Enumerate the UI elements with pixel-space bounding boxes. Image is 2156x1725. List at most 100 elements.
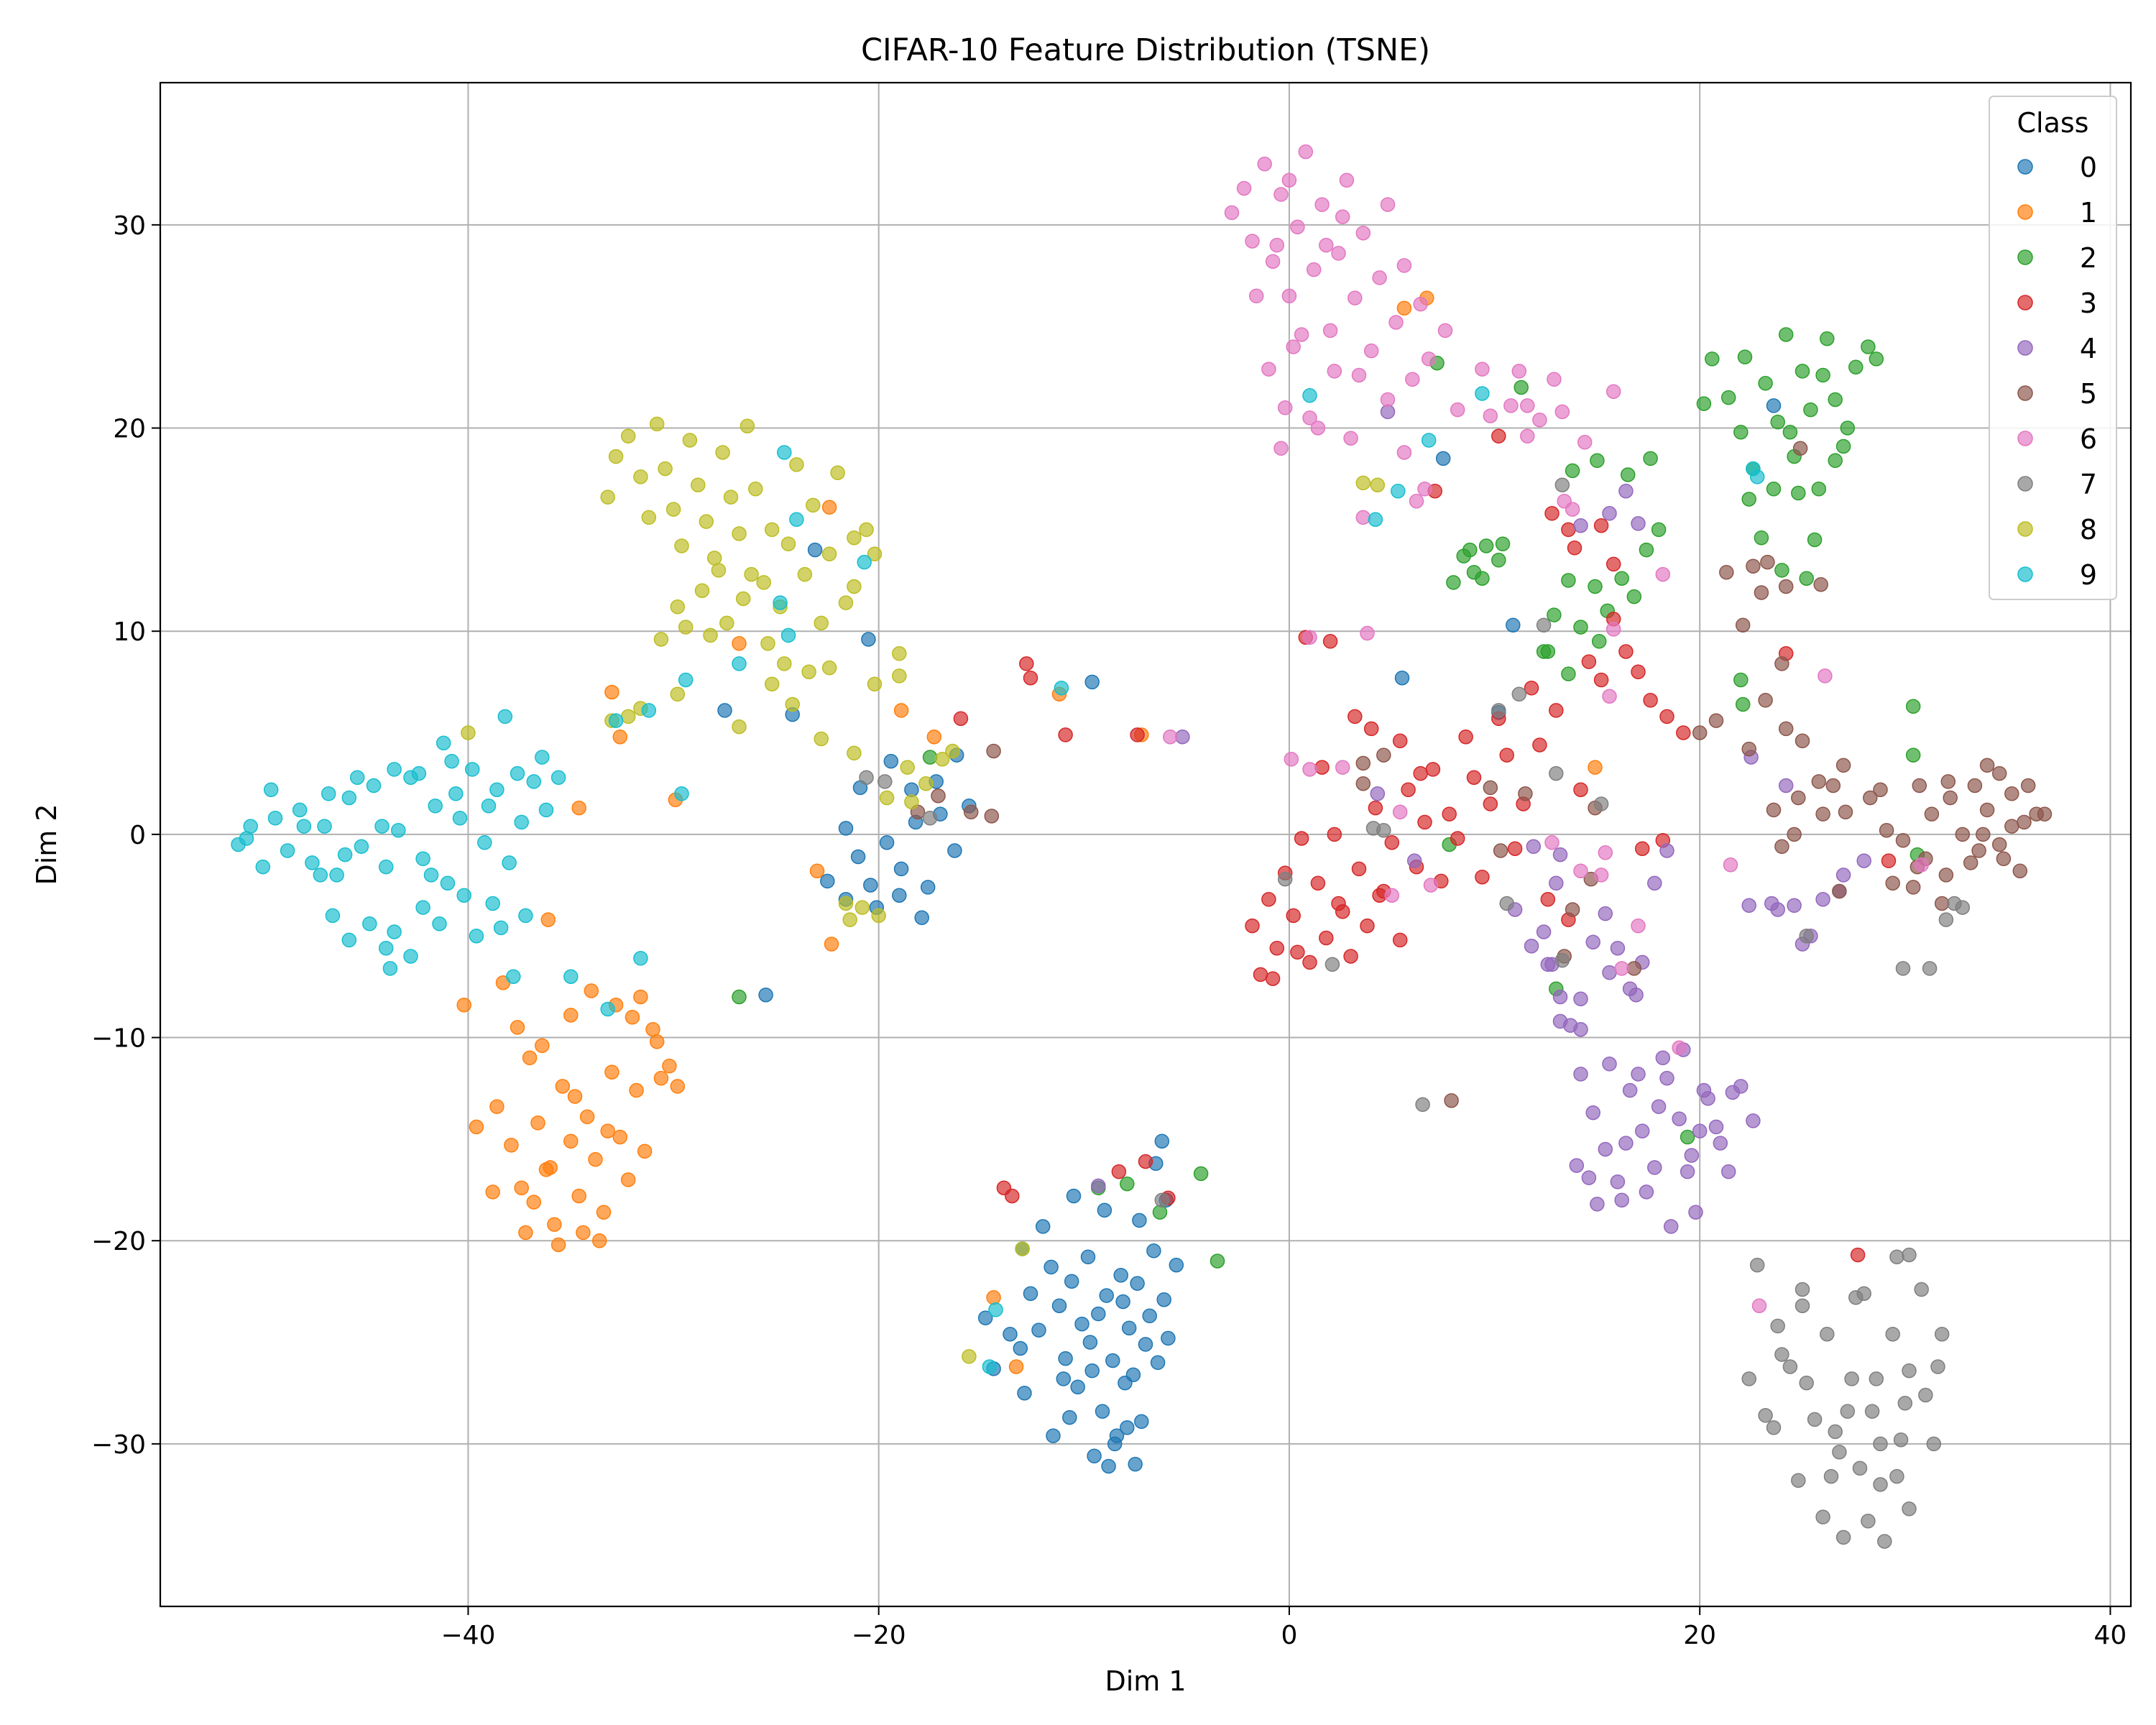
- data-point: [732, 635, 747, 651]
- data-point: [1573, 1021, 1588, 1037]
- data-point: [780, 627, 796, 643]
- data-point: [1437, 323, 1453, 339]
- data-point: [1741, 741, 1756, 757]
- data-point: [1774, 563, 1789, 578]
- data-point: [1581, 654, 1597, 669]
- data-point: [877, 774, 893, 789]
- data-point: [711, 563, 727, 578]
- data-point: [1413, 765, 1428, 781]
- data-point: [1832, 883, 1847, 899]
- data-point: [1547, 607, 1562, 622]
- data-point: [1331, 246, 1346, 261]
- data-point: [263, 782, 279, 797]
- data-point: [317, 819, 332, 834]
- data-point: [633, 469, 648, 484]
- data-point: [1466, 770, 1482, 785]
- data-point: [789, 457, 804, 472]
- data-point: [1735, 696, 1751, 712]
- data-point: [1561, 573, 1576, 588]
- data-point: [1154, 1133, 1170, 1149]
- data-point: [1791, 485, 1806, 501]
- data-point: [1355, 475, 1371, 491]
- data-point: [760, 635, 775, 651]
- data-point: [719, 615, 734, 631]
- data-point: [1590, 453, 1605, 469]
- data-point: [362, 916, 377, 932]
- data-point: [526, 1195, 542, 1210]
- data-point: [563, 1133, 579, 1149]
- data-point: [1319, 237, 1334, 253]
- legend-label-9: 9: [2080, 559, 2097, 591]
- data-point: [1526, 839, 1542, 855]
- data-point: [1348, 709, 1363, 724]
- data-point: [1700, 1091, 1715, 1106]
- data-point: [1396, 445, 1412, 460]
- data-point: [1054, 681, 1069, 696]
- data-point: [535, 1038, 550, 1054]
- data-point: [1532, 737, 1547, 753]
- data-point: [691, 477, 706, 492]
- data-point: [1561, 522, 1576, 538]
- data-point: [1905, 880, 1921, 895]
- data-point: [1360, 918, 1375, 934]
- data-point: [378, 859, 394, 875]
- data-point: [1392, 932, 1408, 948]
- data-point: [892, 668, 907, 684]
- data-point: [1314, 760, 1330, 775]
- data-point: [1193, 1166, 1209, 1182]
- data-point: [1450, 402, 1465, 418]
- data-point: [653, 632, 669, 647]
- data-point: [892, 888, 907, 903]
- y-tick-label: −10: [91, 1024, 146, 1054]
- legend-label-5: 5: [2080, 378, 2097, 410]
- data-point: [518, 1225, 533, 1241]
- data-point: [699, 514, 714, 529]
- data-point: [1593, 868, 1609, 883]
- data-point: [1565, 463, 1580, 479]
- data-point: [1807, 532, 1823, 548]
- data-point: [1138, 1154, 1153, 1169]
- data-point: [1483, 780, 1498, 796]
- data-point: [674, 786, 689, 801]
- data-point: [1774, 656, 1789, 671]
- data-point: [1302, 388, 1317, 403]
- data-point: [820, 873, 835, 889]
- data-point: [1138, 1337, 1153, 1352]
- data-point: [321, 786, 336, 801]
- data-point: [1111, 1164, 1127, 1179]
- data-point: [403, 949, 418, 964]
- data-point: [740, 418, 755, 433]
- x-axis-label: Dim 1: [1105, 1665, 1186, 1697]
- data-point: [243, 819, 258, 834]
- data-point: [267, 811, 283, 826]
- data-point: [1435, 451, 1451, 466]
- data-point: [1838, 804, 1853, 820]
- data-point: [1593, 518, 1609, 533]
- data-point: [1879, 822, 1894, 838]
- data-point: [1873, 1436, 1888, 1452]
- data-point: [502, 855, 517, 870]
- data-point: [1897, 1396, 1913, 1411]
- data-point: [1401, 782, 1416, 797]
- data-point: [1618, 483, 1634, 499]
- data-point: [563, 1008, 579, 1023]
- data-point: [893, 703, 909, 718]
- data-point: [1351, 367, 1367, 383]
- legend-label-0: 0: [2080, 152, 2097, 183]
- data-point: [1934, 896, 1950, 911]
- data-point: [1573, 991, 1588, 1007]
- data-point: [1120, 1176, 1135, 1192]
- data-point: [1421, 433, 1437, 448]
- data-point: [1577, 435, 1593, 450]
- data-point: [857, 554, 872, 570]
- data-point: [780, 536, 796, 551]
- data-point: [1696, 396, 1712, 411]
- data-point: [1370, 786, 1386, 801]
- data-point: [1130, 727, 1145, 742]
- data-point: [879, 790, 895, 806]
- data-point: [1840, 1404, 1856, 1419]
- data-point: [859, 770, 874, 785]
- data-point: [1737, 349, 1753, 364]
- data-point: [1895, 833, 1911, 848]
- data-point: [1097, 1202, 1112, 1218]
